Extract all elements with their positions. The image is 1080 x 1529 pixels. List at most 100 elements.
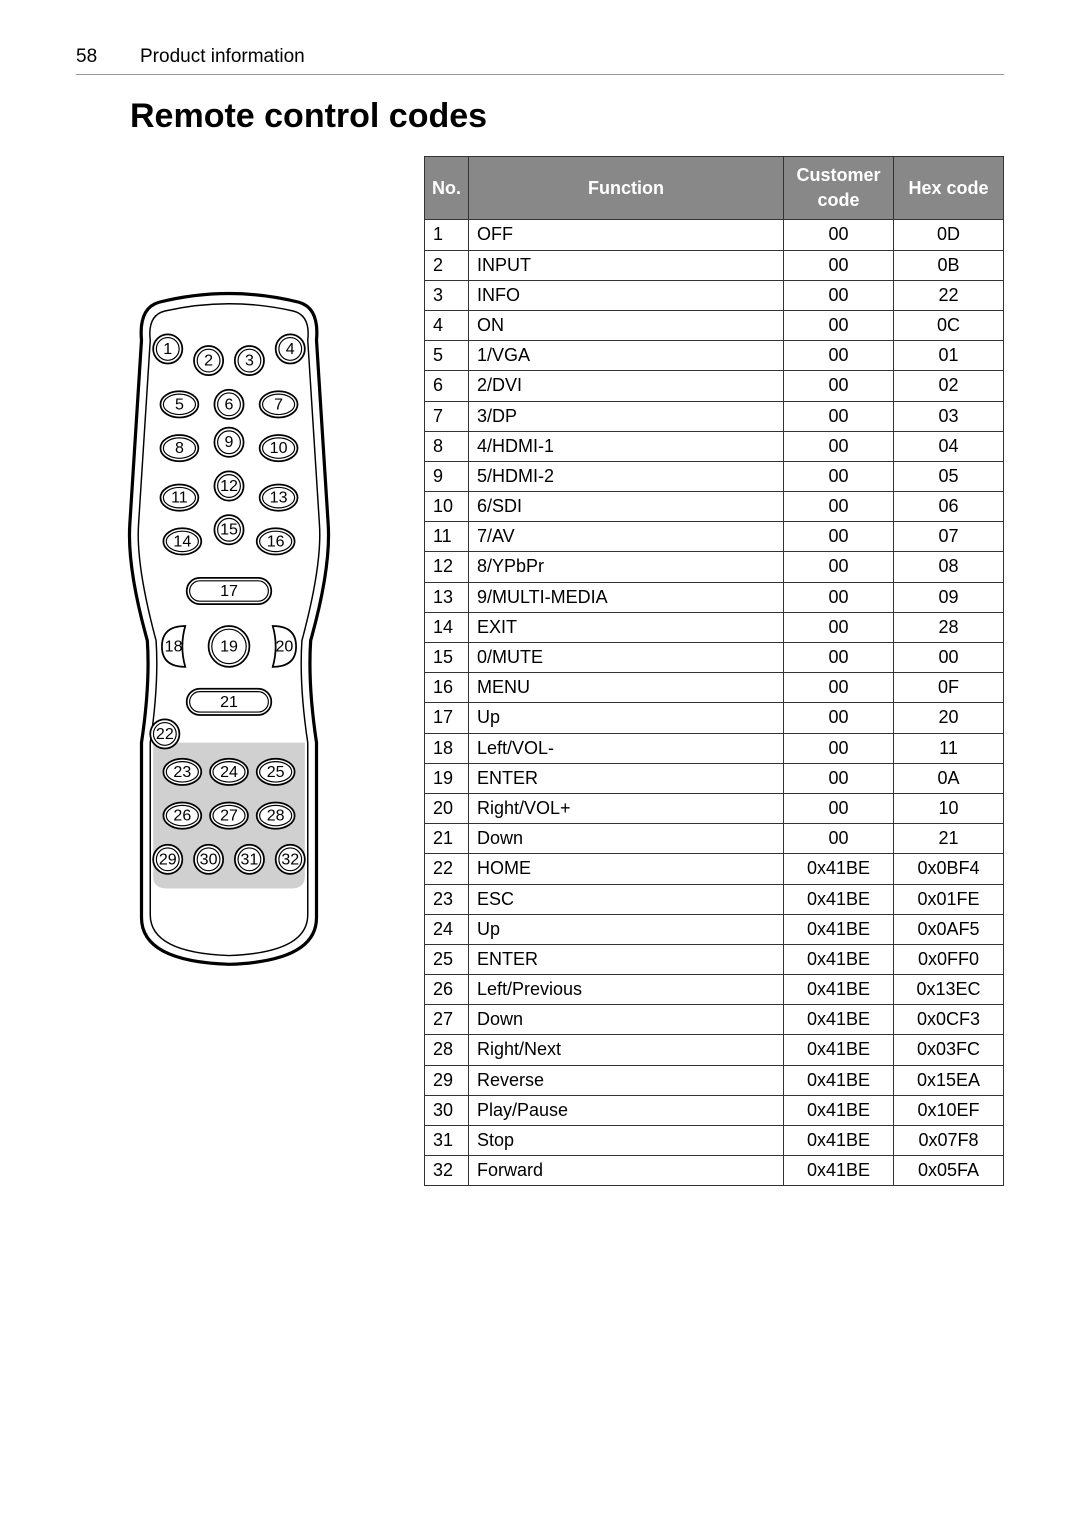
cell-hex-code: 0A	[894, 763, 1004, 793]
cell-function: Up	[469, 703, 784, 733]
cell-no: 4	[425, 310, 469, 340]
cell-customer-code: 00	[784, 733, 894, 763]
cell-customer-code: 00	[784, 341, 894, 371]
cell-no: 17	[425, 703, 469, 733]
table-row: 27Down0x41BE0x0CF3	[425, 1005, 1004, 1035]
remote-diagram: 1234567891011121314151617181920212223242…	[124, 276, 384, 976]
cell-customer-code: 0x41BE	[784, 884, 894, 914]
cell-hex-code: 0x0AF5	[894, 914, 1004, 944]
col-customer-code: Customer code	[784, 157, 894, 220]
cell-customer-code: 0x41BE	[784, 1035, 894, 1065]
table-row: 29Reverse0x41BE0x15EA	[425, 1065, 1004, 1095]
table-row: 25ENTER0x41BE0x0FF0	[425, 944, 1004, 974]
cell-function: Forward	[469, 1156, 784, 1186]
remote-button-label: 7	[274, 395, 283, 413]
cell-no: 19	[425, 763, 469, 793]
table-row: 1OFF000D	[425, 220, 1004, 250]
cell-customer-code: 0x41BE	[784, 1065, 894, 1095]
cell-customer-code: 0x41BE	[784, 1156, 894, 1186]
cell-hex-code: 0C	[894, 310, 1004, 340]
cell-no: 15	[425, 643, 469, 673]
cell-hex-code: 22	[894, 280, 1004, 310]
cell-no: 11	[425, 522, 469, 552]
cell-customer-code: 0x41BE	[784, 1126, 894, 1156]
table-row: 139/MULTI-MEDIA0009	[425, 582, 1004, 612]
remote-button-label: 2	[204, 352, 213, 370]
cell-customer-code: 0x41BE	[784, 914, 894, 944]
cell-no: 25	[425, 944, 469, 974]
table-row: 19ENTER000A	[425, 763, 1004, 793]
section-label: Product information	[140, 46, 305, 68]
remote-button-label: 24	[220, 763, 238, 781]
col-hex-code: Hex code	[894, 157, 1004, 220]
cell-hex-code: 0x13EC	[894, 975, 1004, 1005]
cell-function: Reverse	[469, 1065, 784, 1095]
cell-customer-code: 0x41BE	[784, 944, 894, 974]
cell-customer-code: 00	[784, 552, 894, 582]
cell-function: 4/HDMI-1	[469, 431, 784, 461]
table-row: 2INPUT000B	[425, 250, 1004, 280]
table-row: 150/MUTE0000	[425, 643, 1004, 673]
cell-function: Down	[469, 1005, 784, 1035]
remote-button-label: 15	[220, 521, 238, 539]
remote-button-label: 20	[275, 637, 293, 655]
remote-button-label: 14	[173, 532, 191, 550]
cell-function: Left/VOL-	[469, 733, 784, 763]
cell-no: 20	[425, 793, 469, 823]
table-row: 16MENU000F	[425, 673, 1004, 703]
cell-hex-code: 08	[894, 552, 1004, 582]
table-row: 30Play/Pause0x41BE0x10EF	[425, 1095, 1004, 1125]
table-row: 20Right/VOL+0010	[425, 793, 1004, 823]
cell-function: Down	[469, 824, 784, 854]
cell-hex-code: 00	[894, 643, 1004, 673]
cell-function: Right/VOL+	[469, 793, 784, 823]
table-row: 73/DP0003	[425, 401, 1004, 431]
cell-customer-code: 0x41BE	[784, 1095, 894, 1125]
cell-no: 7	[425, 401, 469, 431]
table-row: 62/DVI0002	[425, 371, 1004, 401]
table-row: 31Stop0x41BE0x07F8	[425, 1126, 1004, 1156]
cell-hex-code: 21	[894, 824, 1004, 854]
remote-button-label: 12	[220, 477, 238, 495]
cell-customer-code: 00	[784, 612, 894, 642]
cell-customer-code: 00	[784, 793, 894, 823]
cell-function: ENTER	[469, 763, 784, 793]
table-row: 32Forward0x41BE0x05FA	[425, 1156, 1004, 1186]
remote-button-label: 22	[156, 725, 174, 743]
remote-button-label: 21	[220, 693, 238, 711]
cell-hex-code: 0x0FF0	[894, 944, 1004, 974]
cell-no: 1	[425, 220, 469, 250]
cell-no: 13	[425, 582, 469, 612]
table-row: 28Right/Next0x41BE0x03FC	[425, 1035, 1004, 1065]
cell-customer-code: 00	[784, 703, 894, 733]
remote-button-label: 4	[286, 340, 295, 358]
cell-no: 14	[425, 612, 469, 642]
cell-no: 26	[425, 975, 469, 1005]
cell-no: 21	[425, 824, 469, 854]
cell-no: 29	[425, 1065, 469, 1095]
table-header-row: No. Function Customer code Hex code	[425, 157, 1004, 220]
cell-function: Stop	[469, 1126, 784, 1156]
table-row: 21Down0021	[425, 824, 1004, 854]
table-row: 51/VGA0001	[425, 341, 1004, 371]
cell-hex-code: 0x07F8	[894, 1126, 1004, 1156]
remote-button-label: 31	[240, 850, 258, 868]
cell-no: 18	[425, 733, 469, 763]
cell-hex-code: 28	[894, 612, 1004, 642]
cell-function: ENTER	[469, 944, 784, 974]
cell-no: 2	[425, 250, 469, 280]
cell-hex-code: 04	[894, 431, 1004, 461]
cell-customer-code: 00	[784, 643, 894, 673]
table-row: 26Left/Previous0x41BE0x13EC	[425, 975, 1004, 1005]
codes-table: No. Function Customer code Hex code 1OFF…	[424, 156, 1004, 1186]
cell-hex-code: 10	[894, 793, 1004, 823]
cell-customer-code: 00	[784, 250, 894, 280]
remote-button-label: 26	[173, 807, 191, 825]
remote-button-label: 29	[159, 850, 177, 868]
cell-hex-code: 03	[894, 401, 1004, 431]
cell-hex-code: 0B	[894, 250, 1004, 280]
cell-customer-code: 00	[784, 673, 894, 703]
remote-button-label: 27	[220, 807, 238, 825]
table-row: 3INFO0022	[425, 280, 1004, 310]
remote-button-label: 11	[171, 489, 188, 507]
